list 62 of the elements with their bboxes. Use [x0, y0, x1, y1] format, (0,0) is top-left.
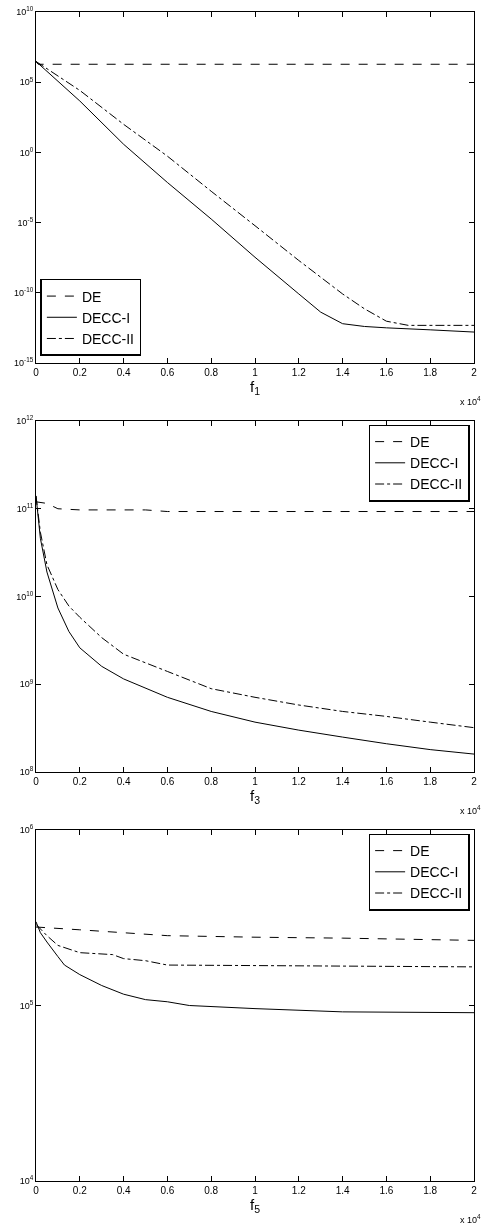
- x-tick-label: 0: [33, 367, 40, 378]
- y-tick-label: 10$^{10}$: [16, 5, 34, 18]
- text: x 10$^{4}$: [460, 804, 482, 816]
- x-tick-label: 1.8: [423, 1185, 438, 1196]
- legend-label: DE: [81, 288, 102, 305]
- x-tick-label: 2: [471, 367, 478, 378]
- x-tick-label: 1.6: [379, 1185, 394, 1196]
- x-tick-label: 1.6: [379, 367, 394, 378]
- legend-label: DE: [410, 434, 430, 451]
- y-tick-label: 10$^{0}$: [19, 145, 34, 158]
- x-tick-label: 0.8: [204, 367, 219, 378]
- y-tick-label: 10$^{11}$: [16, 502, 34, 514]
- y-tick-label: 10$^{8}$: [19, 765, 34, 778]
- x-tick-label: 0.6: [160, 776, 175, 787]
- x-tick-label: 1.2: [291, 1185, 307, 1196]
- y-tick-label: 10$^{5}$: [19, 75, 34, 88]
- x-tick-label: 0: [33, 1185, 40, 1196]
- x-tick-label: 1.2: [291, 367, 307, 378]
- x-tick-label: 1: [252, 367, 259, 378]
- legend-label: DE: [410, 843, 430, 860]
- x-tick-label: 0.4: [116, 776, 131, 787]
- y-tick-label: 10$^{10}$: [16, 589, 34, 602]
- y-tick-label: 10$^{5}$: [19, 998, 34, 1011]
- x-tick-label: 1: [252, 776, 259, 787]
- x-tick-label: 0.4: [116, 1185, 131, 1196]
- x-tick-label: 0.6: [160, 367, 175, 378]
- y-tick-label: 10$^{4}$: [19, 1174, 34, 1187]
- legend-label: DECC-I: [81, 309, 131, 326]
- y-tick-label: 10$^{-5}$: [17, 215, 34, 228]
- text: x 10$^{4}$: [460, 1213, 482, 1225]
- y-tick-label: 10$^{6}$: [19, 823, 34, 836]
- x-tick-label: 1: [252, 1185, 259, 1196]
- x-tick-label: 0: [33, 776, 40, 787]
- x-tick-label: 0.2: [72, 1185, 88, 1196]
- x-tick-label: 2: [471, 1185, 478, 1196]
- y-tick-label: 10$^{9}$: [19, 677, 34, 690]
- x-axis-title: f$_{3}$: [249, 787, 261, 807]
- legend-label: DECC-II: [81, 330, 135, 347]
- x-tick-label: 0.6: [160, 1185, 175, 1196]
- x-tick-label: 0.8: [204, 1185, 219, 1196]
- x-tick-label: 0.2: [72, 367, 88, 378]
- x-tick-label: 1.8: [423, 776, 438, 787]
- x-tick-label: 0.4: [116, 367, 131, 378]
- y-tick-label: 10$^{12}$: [16, 414, 34, 427]
- x-tick-label: 0.2: [72, 776, 88, 787]
- y-tick-label: 10$^{-15}$: [14, 356, 34, 369]
- x-tick-label: 1.4: [335, 367, 350, 378]
- legend-label: DECC-I: [410, 455, 459, 472]
- x-tick-label: 1.8: [423, 367, 438, 378]
- x-tick-label: 1.4: [335, 776, 350, 787]
- y-tick-label: 10$^{-10}$: [14, 286, 34, 298]
- x-tick-label: 0.8: [204, 776, 219, 787]
- text: x 10$^{4}$: [460, 395, 482, 407]
- x-axis-title: f$_{1}$: [249, 378, 261, 398]
- legend-label: DECC-II: [410, 476, 463, 493]
- legend-label: DECC-II: [410, 885, 463, 902]
- legend-label: DECC-I: [410, 864, 459, 881]
- x-tick-label: 1.2: [291, 776, 307, 787]
- x-axis-title: f$_{5}$: [249, 1196, 261, 1216]
- x-tick-label: 2: [471, 776, 478, 787]
- x-tick-label: 1.4: [335, 1185, 350, 1196]
- x-tick-label: 1.6: [379, 776, 394, 787]
